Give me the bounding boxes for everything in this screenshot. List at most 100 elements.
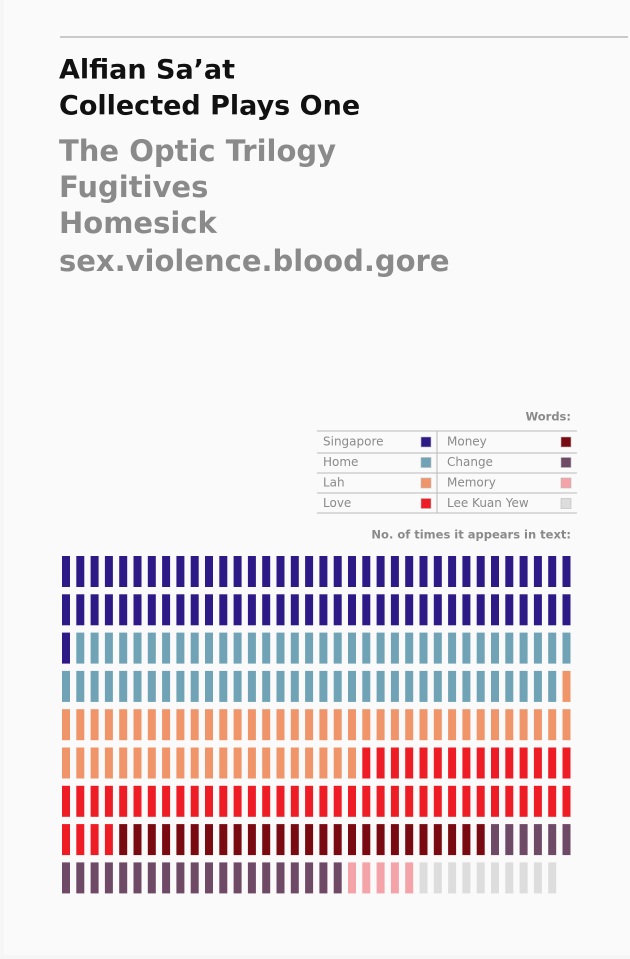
waffle-bar — [319, 594, 328, 626]
waffle-bar — [305, 862, 314, 894]
waffle-bar — [462, 632, 471, 664]
waffle-bar — [305, 556, 314, 587]
waffle-bar — [76, 670, 85, 702]
waffle-bar — [390, 670, 399, 702]
waffle-bar — [76, 632, 85, 664]
waffle-bar — [476, 556, 485, 587]
waffle-bar — [448, 556, 457, 587]
waffle-bar — [305, 632, 314, 664]
waffle-bar — [76, 785, 85, 817]
waffle-bar — [405, 632, 414, 664]
waffle-bar — [362, 670, 371, 702]
waffle-bar — [162, 670, 171, 702]
waffle-bar — [119, 824, 128, 856]
waffle-bar — [519, 709, 528, 741]
waffle-bar — [162, 862, 171, 894]
waffle-bar — [119, 747, 128, 779]
waffle-bar — [62, 862, 70, 894]
waffle-bar — [433, 862, 442, 894]
waffle-bar — [76, 556, 85, 587]
waffle-bar — [333, 862, 342, 894]
waffle-bar — [147, 632, 156, 664]
waffle-bar — [562, 785, 571, 817]
waffle-bar — [219, 556, 228, 587]
waffle-bar — [205, 632, 213, 664]
waffle-bar — [333, 824, 342, 856]
waffle-bar — [519, 632, 528, 664]
waffle-bar — [462, 747, 471, 779]
waffle-bar — [247, 747, 256, 779]
chart-caption: No. of times it appears in text: — [371, 528, 571, 542]
waffle-bar — [505, 556, 514, 587]
waffle-bar — [333, 709, 342, 741]
play: Homesick — [59, 206, 217, 240]
waffle-bar — [133, 670, 142, 702]
waffle-bar — [476, 670, 485, 702]
waffle-bar — [433, 594, 442, 626]
waffle-bar — [419, 632, 428, 664]
waffle-bar — [433, 632, 442, 664]
waffle-bar — [333, 594, 342, 626]
waffle-bar — [190, 594, 199, 626]
waffle-bar — [119, 670, 128, 702]
waffle-bar — [104, 747, 113, 779]
waffle-bar — [476, 632, 485, 664]
waffle-bar — [505, 670, 514, 702]
legend-swatch — [560, 436, 572, 448]
waffle-bar — [405, 556, 414, 587]
waffle-bar — [133, 556, 142, 587]
play: Fugitives — [59, 170, 208, 204]
waffle-bar — [133, 862, 142, 894]
waffle-bar — [533, 670, 542, 702]
waffle-bar — [76, 709, 85, 741]
waffle-bar — [491, 632, 499, 664]
waffle-bar — [62, 594, 70, 626]
waffle-bar — [390, 785, 399, 817]
legend-label: Change — [447, 455, 493, 469]
waffle-bar — [448, 709, 457, 741]
waffle-bar — [276, 670, 285, 702]
waffle-bar — [376, 709, 385, 741]
waffle-bar — [104, 785, 113, 817]
waffle-bar — [90, 632, 99, 664]
waffle-bar — [162, 747, 171, 779]
waffle-bar — [390, 862, 399, 894]
waffle-bar — [505, 632, 514, 664]
waffle-bar — [162, 709, 171, 741]
waffle-bar — [262, 709, 271, 741]
waffle-bar — [548, 594, 557, 626]
waffle-bar — [104, 824, 113, 856]
waffle-bar — [533, 709, 542, 741]
waffle-bar — [62, 785, 70, 817]
waffle-bar — [419, 862, 428, 894]
waffle-bar — [190, 632, 199, 664]
waffle-bar — [505, 785, 514, 817]
waffle-bar — [205, 862, 213, 894]
waffle-bar — [305, 709, 314, 741]
waffle-bar — [419, 556, 428, 587]
waffle-bar — [262, 785, 271, 817]
waffle-bar — [405, 862, 414, 894]
waffle-bar — [162, 632, 171, 664]
waffle-bar — [519, 594, 528, 626]
waffle-bar — [419, 670, 428, 702]
waffle-bar — [533, 632, 542, 664]
waffle-bar — [548, 556, 557, 587]
waffle-bar — [90, 709, 99, 741]
waffle-bar — [390, 632, 399, 664]
waffle-bar — [348, 824, 356, 856]
waffle-bar — [491, 556, 499, 587]
waffle-bar — [219, 594, 228, 626]
waffle-bar — [533, 824, 542, 856]
waffle-bar — [491, 785, 499, 817]
waffle-bar — [290, 556, 299, 587]
waffle-bar — [319, 556, 328, 587]
waffle-bar — [433, 747, 442, 779]
waffle-bar — [476, 785, 485, 817]
waffle-bar — [519, 862, 528, 894]
waffle-bar — [548, 747, 557, 779]
waffle-bar — [247, 556, 256, 587]
waffle-bar — [519, 785, 528, 817]
waffle-bar — [448, 785, 457, 817]
waffle-bar — [276, 556, 285, 587]
